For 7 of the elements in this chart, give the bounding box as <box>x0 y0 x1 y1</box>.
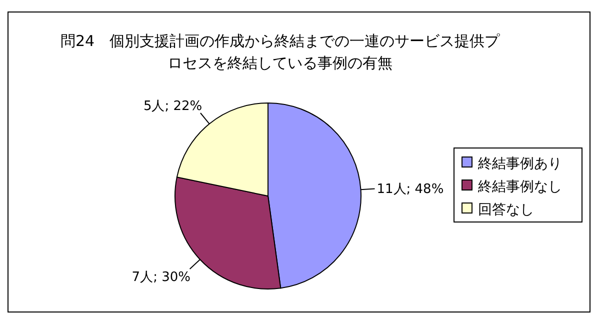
legend-label: 回答なし <box>478 202 534 218</box>
legend-label: 終結事例なし <box>477 179 562 195</box>
data-label: 5人; 22% <box>143 99 202 114</box>
chart-title: 問24 個別支援計画の作成から終結までの一連のサービス提供プロセスを終結している事例の有無 <box>60 32 501 72</box>
data-label: 11人; 48% <box>376 182 444 198</box>
data-label: 7人; 30% <box>132 270 190 285</box>
legend-label: 終結事例あり <box>477 156 562 172</box>
